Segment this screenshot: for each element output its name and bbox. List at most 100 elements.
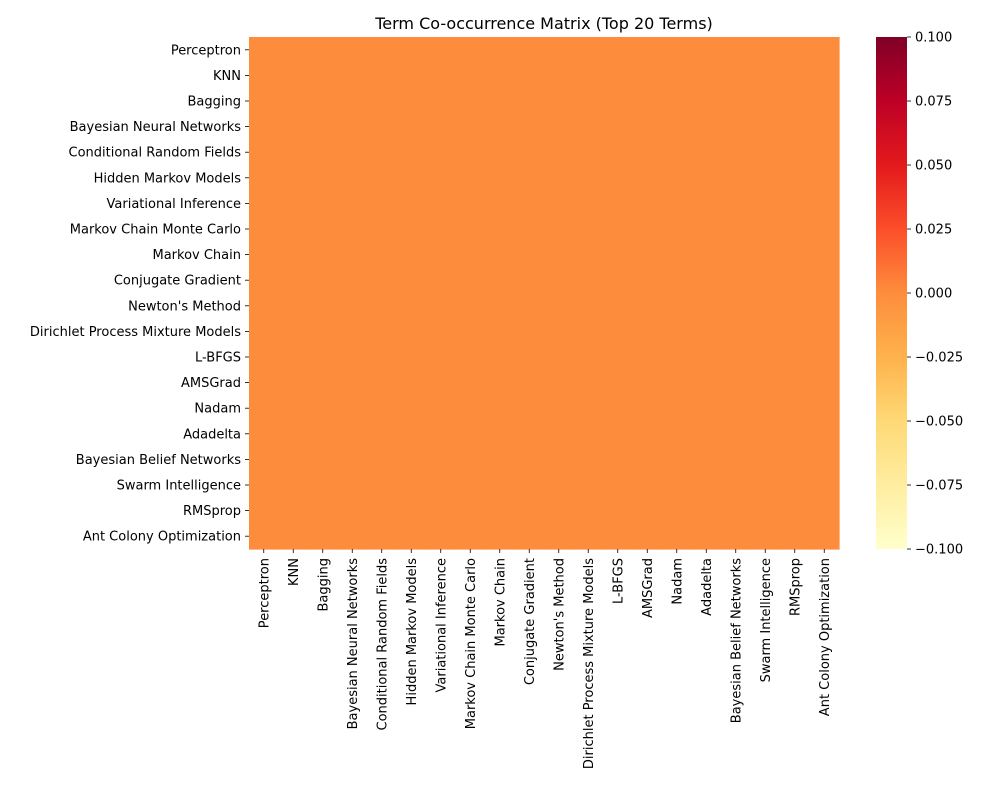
heatmap-cell: [544, 293, 575, 320]
heatmap-cell: [809, 113, 840, 140]
heatmap-cell: [721, 216, 752, 243]
heatmap-cell: [603, 190, 634, 217]
heatmap-cell: [721, 165, 752, 192]
heatmap-cell: [573, 88, 604, 115]
heatmap-cell: [396, 62, 427, 89]
heatmap-cell: [426, 113, 457, 140]
heatmap-cell: [662, 421, 693, 448]
heatmap-cell: [337, 165, 368, 192]
heatmap-cell: [308, 267, 339, 294]
heatmap-cell: [337, 62, 368, 89]
y-tick-label: Markov Chain: [152, 248, 241, 263]
heatmap-cell: [632, 523, 663, 550]
heatmap-cell: [367, 293, 398, 320]
heatmap-cell: [750, 344, 781, 371]
heatmap-cell: [662, 165, 693, 192]
heatmap-cell: [544, 190, 575, 217]
heatmap-cell: [721, 369, 752, 396]
heatmap-cell: [337, 472, 368, 499]
heatmap-cell: [278, 88, 309, 115]
y-tick-label: Variational Inference: [107, 197, 241, 212]
heatmap-cell: [337, 318, 368, 345]
heatmap-cell: [367, 344, 398, 371]
heatmap-cell: [278, 497, 309, 524]
heatmap-cell: [809, 421, 840, 448]
heatmap-cell: [455, 293, 486, 320]
heatmap-cell: [809, 241, 840, 268]
heatmap-cell: [544, 216, 575, 243]
heatmap-cell: [780, 395, 811, 422]
heatmap-cell: [632, 318, 663, 345]
heatmap-cell: [603, 344, 634, 371]
heatmap-cell: [573, 139, 604, 166]
x-tick-label: Dirichlet Process Mixture Models: [582, 558, 597, 769]
heatmap-cell: [426, 62, 457, 89]
heatmap-cell: [750, 497, 781, 524]
heatmap-cell: [780, 293, 811, 320]
heatmap-cell: [249, 216, 280, 243]
heatmap-cell: [396, 88, 427, 115]
heatmap-cell: [603, 421, 634, 448]
heatmap-cell: [721, 446, 752, 473]
heatmap-cell: [603, 216, 634, 243]
heatmap-cell: [308, 421, 339, 448]
heatmap-cell: [780, 318, 811, 345]
heatmap-cell: [367, 523, 398, 550]
heatmap-cell: [544, 446, 575, 473]
heatmap-cell: [455, 190, 486, 217]
y-tick-label: RMSprop: [183, 504, 241, 519]
heatmap-cell: [691, 497, 722, 524]
colorbar-tick-label: −0.050: [915, 415, 963, 430]
heatmap-cell: [632, 165, 663, 192]
heatmap-cell: [485, 421, 516, 448]
heatmap-cell: [691, 523, 722, 550]
heatmap-cell: [603, 523, 634, 550]
heatmap-cell: [396, 293, 427, 320]
heatmap-cell: [426, 267, 457, 294]
heatmap-cell: [603, 318, 634, 345]
heatmap-cell: [485, 165, 516, 192]
heatmap-cell: [308, 241, 339, 268]
heatmap-cell: [396, 421, 427, 448]
x-tick-label: AMSGrad: [641, 558, 656, 618]
y-tick-label: Nadam: [194, 402, 241, 417]
heatmap-cell: [780, 497, 811, 524]
heatmap-cell: [544, 267, 575, 294]
y-tick-label: Newton's Method: [128, 299, 241, 314]
heatmap-cell: [573, 62, 604, 89]
heatmap-cell: [278, 241, 309, 268]
heatmap-cell: [691, 267, 722, 294]
heatmap-cell: [367, 497, 398, 524]
heatmap-cell: [337, 190, 368, 217]
y-tick-label: Bayesian Belief Networks: [76, 453, 241, 468]
colorbar-gradient: [876, 37, 907, 549]
heatmap-cell: [367, 190, 398, 217]
heatmap-cell: [573, 165, 604, 192]
heatmap-cell: [544, 318, 575, 345]
heatmap-cell: [455, 344, 486, 371]
heatmap-cell: [249, 369, 280, 396]
heatmap-cell: [603, 267, 634, 294]
heatmap-cell: [750, 113, 781, 140]
colorbar-tick-label: −0.100: [915, 543, 963, 558]
heatmap-cell: [809, 318, 840, 345]
heatmap-cell: [485, 472, 516, 499]
heatmap-cell: [573, 241, 604, 268]
heatmap-cell: [337, 344, 368, 371]
heatmap-cell: [573, 113, 604, 140]
heatmap-cell: [514, 344, 545, 371]
heatmap-cell: [809, 344, 840, 371]
heatmap-cell: [367, 395, 398, 422]
heatmap-cell: [485, 241, 516, 268]
heatmap-cell: [485, 190, 516, 217]
heatmap-cell: [278, 139, 309, 166]
heatmap-cell: [632, 139, 663, 166]
x-tick-label: L-BFGS: [611, 558, 626, 604]
heatmap-cell: [691, 88, 722, 115]
heatmap-cell: [750, 421, 781, 448]
heatmap-cell: [426, 318, 457, 345]
heatmap-cell: [426, 293, 457, 320]
heatmap-cell: [573, 523, 604, 550]
heatmap-cell: [603, 497, 634, 524]
heatmap-cell: [662, 318, 693, 345]
